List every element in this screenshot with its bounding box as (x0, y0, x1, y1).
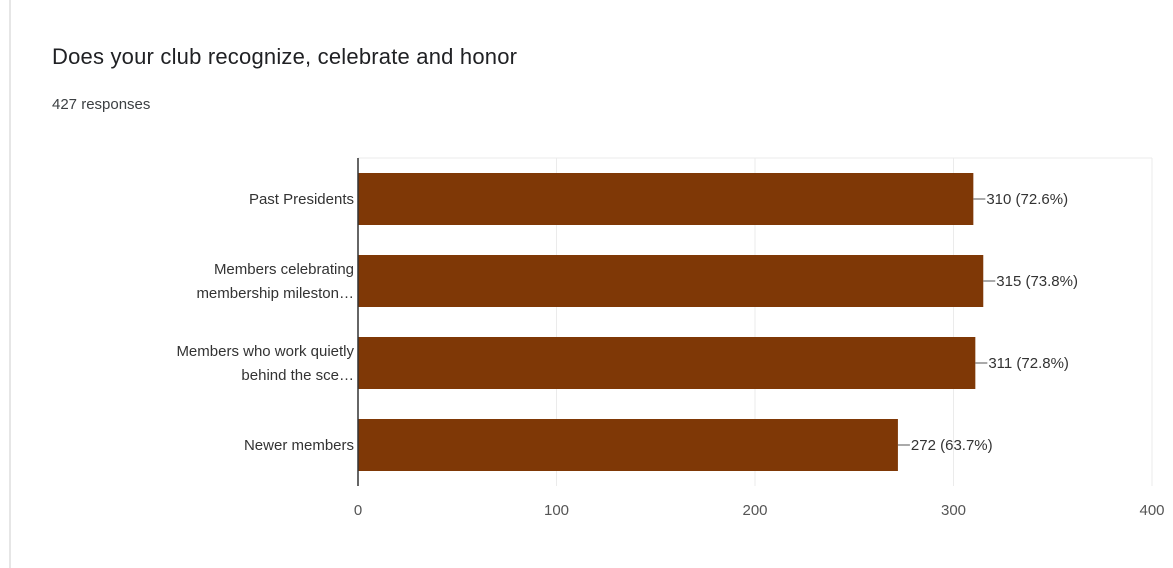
category-label: Members celebrating (214, 261, 354, 278)
x-tick-label: 0 (354, 502, 362, 519)
category-label: Newer members (244, 437, 354, 454)
category-label: behind the sce… (241, 367, 354, 384)
response-count: 427 responses (52, 96, 151, 113)
value-label: 315 (73.8%) (996, 273, 1078, 290)
category-label: Members who work quietly (176, 343, 354, 360)
value-label: 311 (72.8%) (988, 355, 1069, 372)
question-title: Does your club recognize, celebrate and … (52, 44, 518, 69)
bar (358, 419, 898, 471)
bar (358, 337, 976, 389)
value-label: 272 (63.7%) (911, 437, 993, 454)
x-tick-label: 200 (742, 502, 767, 519)
x-tick-label: 400 (1139, 502, 1164, 519)
bar (358, 173, 974, 225)
bar (358, 255, 984, 307)
x-tick-label: 100 (544, 502, 569, 519)
value-label: 310 (72.6%) (986, 191, 1068, 208)
card-left-border (9, 0, 11, 568)
category-label: membership mileston… (196, 285, 354, 302)
category-label: Past Presidents (249, 191, 354, 208)
x-tick-label: 300 (941, 502, 966, 519)
